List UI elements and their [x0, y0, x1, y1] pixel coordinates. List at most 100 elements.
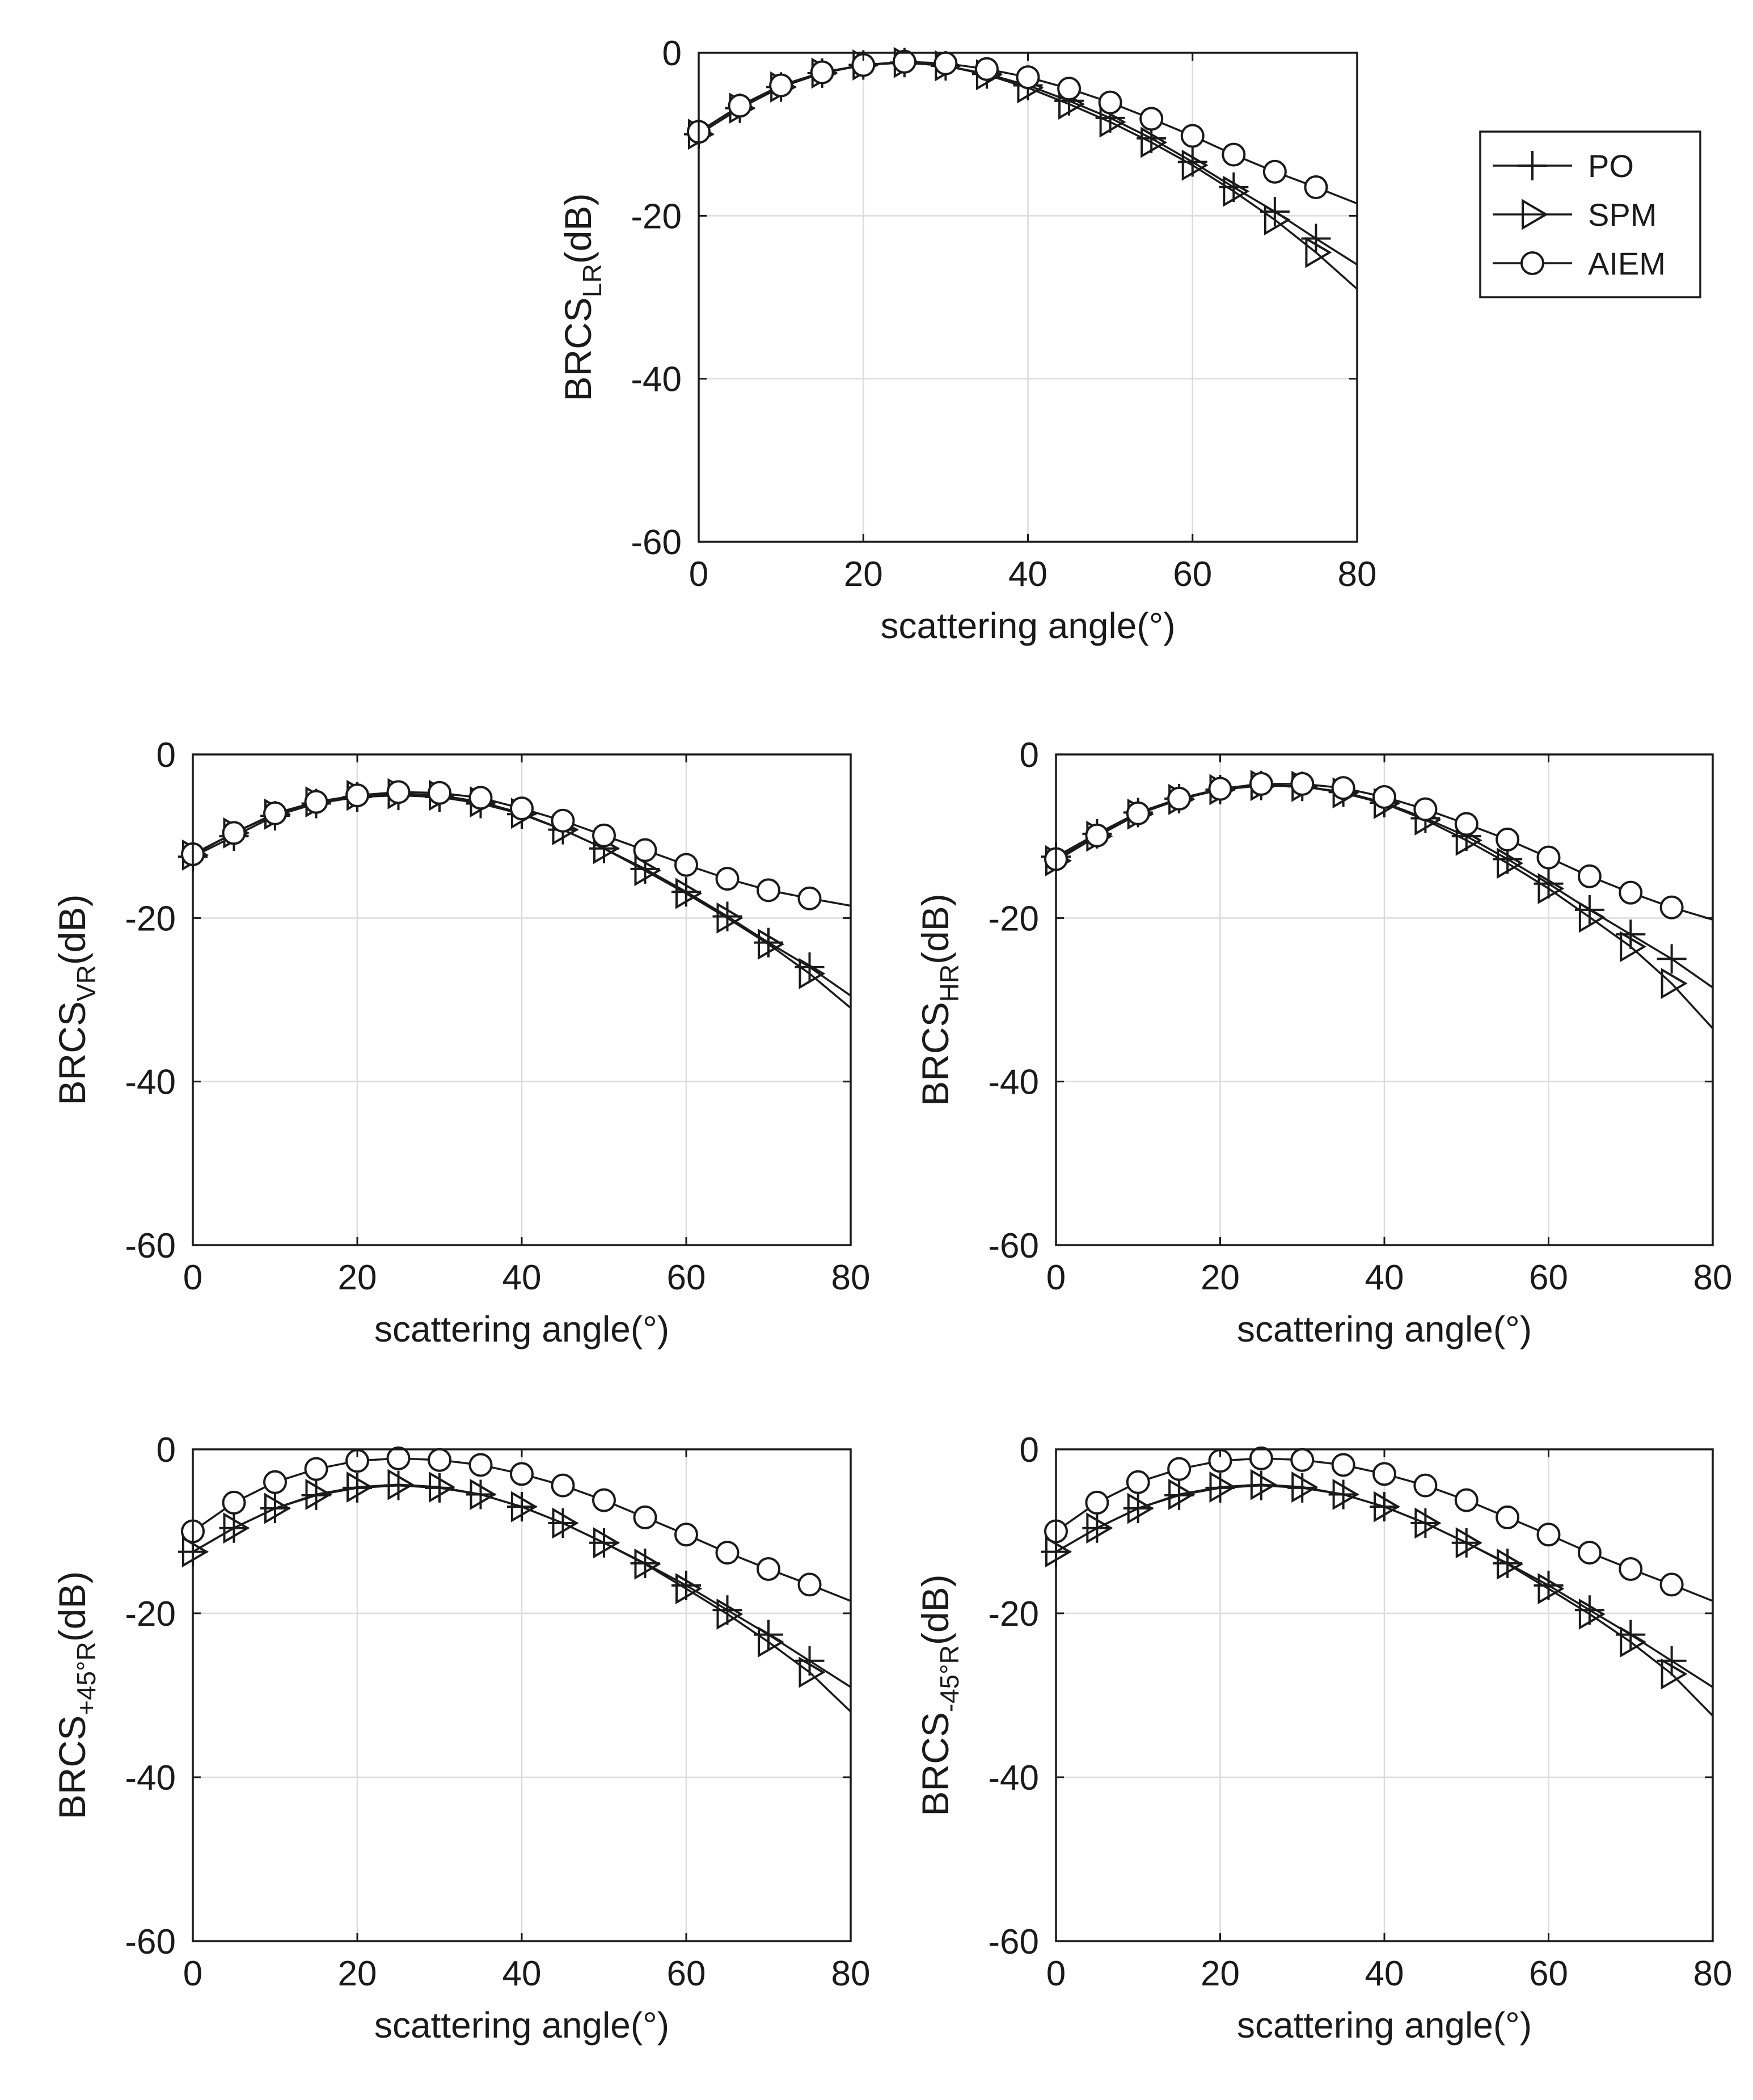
marker-aiem [1413, 1473, 1438, 1498]
marker-spm [799, 1656, 826, 1688]
x-axis-label: scattering angle(°) [1237, 2005, 1532, 2046]
x-tick-label: 20 [1201, 1258, 1240, 1297]
marker-aiem [468, 1453, 493, 1477]
marker-aiem [810, 60, 834, 85]
marker-aiem [304, 1457, 328, 1481]
marker-aiem [1496, 827, 1520, 851]
marker-aiem [510, 1462, 534, 1486]
y-tick-label: -40 [631, 360, 682, 399]
charts-layer: 0 20 40 60 80 0 -20 -40 -60 scattering angle(°) BR… [51, 34, 1732, 2046]
marker-spm [511, 1491, 538, 1523]
marker-spm [1537, 1573, 1565, 1605]
y-tick-label: -20 [988, 1595, 1039, 1634]
x-tick-label: 80 [831, 1258, 871, 1297]
marker-aiem [1454, 812, 1479, 836]
marker-spm [387, 1469, 415, 1500]
x-tick-label: 20 [338, 1954, 377, 1993]
marker-aiem [1208, 777, 1232, 801]
legend-label-spm: SPM [1588, 197, 1657, 233]
marker-aiem [1180, 124, 1205, 148]
x-tick-label: 60 [1529, 1258, 1568, 1297]
marker-aiem [386, 1446, 411, 1470]
y-tick-label: 0 [157, 736, 176, 775]
marker-aiem [222, 821, 246, 845]
marker-aiem [1496, 1505, 1520, 1529]
x-tick-label: 60 [1529, 1954, 1568, 1993]
y-tick-label: -20 [125, 899, 176, 938]
marker-aiem [1016, 65, 1040, 90]
marker-aiem [974, 57, 999, 81]
marker-aiem [1331, 776, 1355, 800]
marker-aiem [1249, 1446, 1273, 1470]
marker-spm [1414, 1507, 1442, 1539]
marker-spm [1620, 931, 1647, 963]
x-tick-label: 60 [1173, 555, 1212, 594]
marker-aiem [633, 1505, 657, 1529]
y-tick-label: -60 [988, 1226, 1039, 1266]
marker-spm [716, 902, 744, 934]
marker-spm [470, 1478, 497, 1510]
marker-aiem [263, 801, 287, 825]
marker-spm [1374, 1491, 1400, 1523]
marker-aiem [757, 878, 780, 903]
marker-aiem [1413, 797, 1438, 821]
marker-aiem [222, 1490, 246, 1515]
marker-spm [1537, 872, 1565, 904]
y-axis-label: BRCSLR(dB) [557, 193, 607, 402]
x-axis-label: scattering angle(°) [880, 605, 1175, 646]
marker-aiem [1167, 1457, 1192, 1481]
marker-aiem [1290, 771, 1315, 796]
marker-spm [1264, 204, 1291, 236]
marker-spm [1497, 1548, 1524, 1580]
marker-aiem [1577, 1541, 1602, 1565]
marker-aiem [1085, 1490, 1109, 1515]
marker-spm [1223, 175, 1250, 207]
marker-spm [799, 958, 826, 989]
marker-spm [1045, 1536, 1072, 1568]
y-axis-label: BRCS+45°R(dB) [51, 1571, 101, 1820]
x-tick-label: 0 [1046, 1258, 1066, 1297]
x-tick-label: 80 [831, 1954, 871, 1993]
marker-spm [1305, 237, 1332, 268]
marker-aiem [797, 1572, 822, 1597]
marker-spm [429, 1471, 455, 1503]
marker-spm [1455, 1527, 1482, 1559]
marker-aiem [1290, 1448, 1315, 1472]
marker-aiem [304, 790, 328, 814]
marker-spm [347, 1471, 373, 1503]
y-tick-label: 0 [1020, 1431, 1039, 1470]
y-tick-label: -60 [988, 1922, 1039, 1962]
marker-spm [1086, 1512, 1113, 1544]
marker-aiem [1126, 1470, 1150, 1494]
marker-aiem [674, 853, 698, 877]
marker-aiem [715, 867, 740, 891]
x-tick-label: 20 [1201, 1954, 1240, 1993]
marker-aiem [428, 1448, 451, 1472]
x-axis-label: scattering angle(°) [1237, 1309, 1532, 1350]
marker-spm [1209, 1471, 1236, 1503]
x-tick-label: 60 [667, 1954, 706, 1993]
marker-aiem [510, 796, 534, 821]
marker-aiem [345, 783, 369, 808]
marker-spm [1497, 847, 1524, 879]
y-axis-label: BRCSHR(dB) [914, 893, 964, 1106]
x-tick-label: 0 [1046, 1954, 1066, 1993]
marker-aiem [1304, 175, 1328, 200]
marker-aiem [592, 1488, 616, 1512]
y-tick-label: -40 [125, 1759, 176, 1798]
chart-hr: 0 20 40 60 80 0 -20 -40 -60 scattering angle(°) BR… [914, 736, 1732, 1350]
marker-spm [264, 1492, 291, 1524]
marker-aiem [386, 780, 411, 804]
marker-aiem [1372, 785, 1396, 809]
y-tick-label: 0 [662, 34, 682, 73]
marker-aiem [1139, 107, 1164, 131]
marker-spm [1140, 126, 1168, 158]
marker-aiem [1536, 845, 1561, 870]
y-tick-label: -20 [988, 899, 1039, 938]
x-tick-label: 40 [502, 1258, 542, 1297]
marker-spm [1099, 106, 1126, 138]
marker-aiem [892, 49, 916, 74]
x-axis-label: scattering angle(°) [374, 2005, 669, 2046]
marker-spm [634, 855, 661, 887]
marker-aiem [1577, 864, 1602, 888]
